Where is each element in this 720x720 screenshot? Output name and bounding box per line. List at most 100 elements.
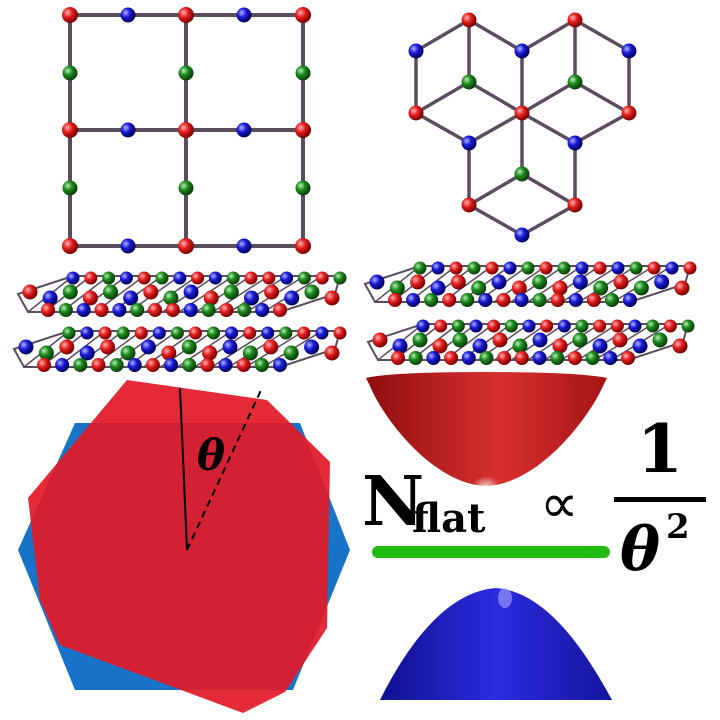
green-atom [681, 319, 695, 333]
blue-atom [592, 338, 608, 354]
bond [467, 80, 524, 115]
bond [414, 111, 471, 145]
green-atom [116, 326, 130, 340]
blue-atom [236, 238, 252, 254]
blue-atom [208, 271, 222, 285]
bond [467, 203, 524, 237]
green-atom [242, 345, 258, 361]
blue-atom [522, 319, 536, 333]
green-atom [479, 351, 494, 365]
blue-atom [218, 358, 233, 372]
red-atom [295, 7, 311, 23]
green-atom [207, 326, 221, 340]
red-atom [178, 7, 194, 23]
blue-atom [472, 338, 488, 354]
green-atom [103, 284, 119, 300]
red-atom [324, 345, 340, 361]
red-atom [22, 284, 38, 300]
red-atom [593, 319, 607, 333]
green-atom [504, 319, 518, 333]
square-lattice-diagram [62, 7, 311, 254]
green-atom [58, 303, 73, 317]
blue-atom [665, 261, 679, 275]
red-atom [200, 358, 215, 372]
red-atom [165, 303, 180, 317]
red-atom [62, 122, 78, 138]
green-atom [283, 345, 299, 361]
green-atom [62, 284, 78, 300]
blue-atom [42, 290, 58, 306]
band-structure-diagram [366, 372, 612, 700]
red-atom [145, 358, 160, 372]
green-atom [424, 293, 439, 307]
red-atom [408, 105, 424, 121]
red-atom [567, 12, 583, 28]
green-atom [389, 280, 405, 296]
twist-angle-label: θ [197, 431, 225, 480]
green-atom [163, 290, 179, 306]
red-atom [37, 358, 51, 372]
green-atom [237, 303, 252, 317]
formula-denominator-exponent: 2 [666, 507, 690, 547]
red-rotated-polygon [28, 380, 330, 713]
blue-atom [173, 271, 187, 285]
blue-atom [120, 7, 136, 23]
green-atom [201, 303, 216, 317]
blue-atom [430, 280, 446, 296]
red-atom [243, 326, 257, 340]
blue-atom [532, 332, 548, 348]
blue-atom [80, 326, 94, 340]
green-atom [413, 261, 427, 275]
red-atom [148, 303, 163, 317]
red-atom [586, 293, 601, 307]
blue-atom [164, 358, 179, 372]
green-atom [412, 332, 428, 348]
blue-atom [55, 358, 70, 372]
red-atom [178, 122, 194, 138]
red-atom [84, 271, 98, 285]
blue-atom [621, 43, 637, 59]
blue-atom [225, 326, 239, 340]
blue-atom [611, 261, 625, 275]
blue-atom [469, 319, 483, 333]
green-atom [567, 74, 583, 90]
blue-atom [273, 358, 287, 372]
bond [573, 80, 631, 115]
red-atom [188, 326, 202, 340]
red-atom [497, 351, 512, 365]
red-atom [621, 105, 637, 121]
red-atom [134, 326, 148, 340]
green-atom [62, 326, 76, 340]
red-atom [82, 290, 98, 306]
red-atom [444, 351, 459, 365]
green-atom [38, 345, 54, 361]
green-atom [254, 358, 269, 372]
fraction-bar [614, 497, 706, 502]
green-atom [178, 65, 194, 81]
green-atom [181, 339, 197, 355]
red-atom [295, 238, 311, 254]
green-atom [130, 303, 145, 317]
green-atom [633, 280, 649, 296]
green-atom [646, 319, 660, 333]
red-atom [161, 345, 177, 361]
bond [573, 111, 631, 145]
green-atom [182, 358, 197, 372]
red-atom [674, 280, 690, 296]
blue-atom [183, 303, 198, 317]
blue-atom [557, 319, 571, 333]
blue-atom [120, 238, 136, 254]
blue-atom [236, 7, 252, 23]
blue-atom [255, 303, 270, 317]
red-atom [178, 238, 194, 254]
red-atom [550, 293, 565, 307]
red-atom [552, 338, 568, 354]
green-atom [585, 351, 600, 365]
red-atom [672, 338, 688, 354]
red-atom [461, 12, 477, 28]
red-atom [540, 319, 554, 333]
red-atom [59, 339, 75, 355]
green-atom [109, 358, 124, 372]
